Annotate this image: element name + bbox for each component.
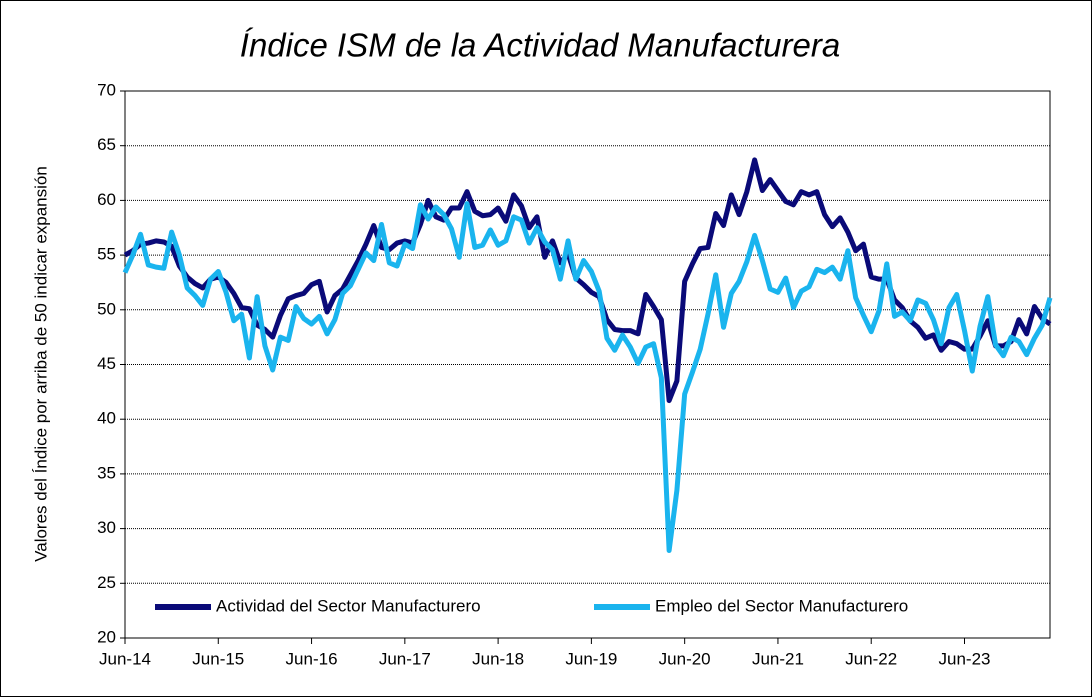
x-tick-label: Jun-22 <box>845 649 897 668</box>
y-tick-label: 65 <box>97 135 116 154</box>
x-tick-label: Jun-20 <box>659 649 711 668</box>
x-tick-label: Jun-23 <box>939 649 991 668</box>
y-tick-label: 20 <box>97 627 116 646</box>
y-tick-label: 45 <box>97 354 116 373</box>
x-tick-label: Jun-21 <box>752 649 804 668</box>
y-tick-label: 30 <box>97 518 116 537</box>
y-tick-label: 50 <box>97 299 116 318</box>
chart-title: Índice ISM de la Actividad Manufacturera <box>240 27 840 64</box>
x-tick-label: Jun-17 <box>379 649 431 668</box>
y-tick-label: 35 <box>97 463 116 482</box>
x-tick-label: Jun-18 <box>472 649 524 668</box>
x-tick-label: Jun-15 <box>192 649 244 668</box>
series-line <box>123 157 1052 404</box>
y-tick-label: 25 <box>97 573 116 592</box>
plot-area <box>124 90 1051 639</box>
x-tick-label: Jun-16 <box>286 649 338 668</box>
y-axis-label: Valores del Índice por arriba de 50 indi… <box>31 166 50 562</box>
y-tick-label: 40 <box>97 409 116 428</box>
y-tick-label: 60 <box>97 190 116 209</box>
legend-label: Empleo del Sector Manufacturero <box>655 596 908 615</box>
y-tick-label: 70 <box>97 80 116 99</box>
legend-label: Actividad del Sector Manufacturero <box>216 596 481 615</box>
series-line <box>122 201 1053 553</box>
x-tick-label: Jun-14 <box>99 649 151 668</box>
y-tick-label: 55 <box>97 245 116 264</box>
x-tick-label: Jun-19 <box>565 649 617 668</box>
